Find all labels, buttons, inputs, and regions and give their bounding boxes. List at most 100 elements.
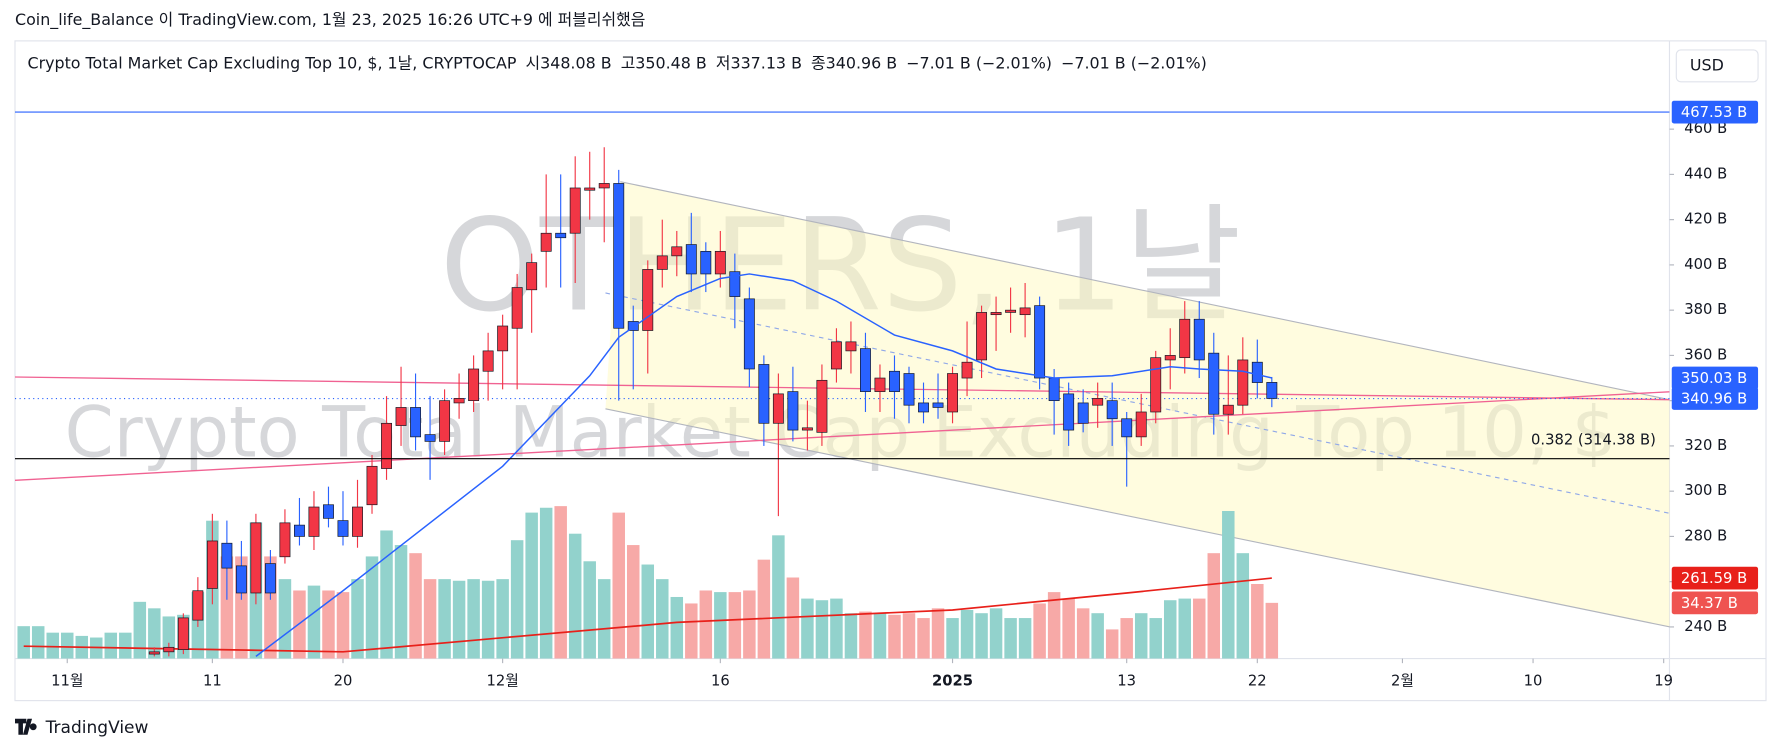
channel-lower bbox=[605, 408, 1670, 628]
volume-bar bbox=[510, 540, 524, 659]
volume-bar bbox=[597, 579, 611, 659]
candle-body bbox=[787, 391, 799, 431]
volume-bar bbox=[438, 579, 451, 659]
volume-bar bbox=[641, 564, 655, 659]
volume-bar bbox=[859, 611, 872, 659]
candle-body bbox=[947, 373, 958, 413]
candle-body bbox=[308, 506, 320, 537]
volume-bar bbox=[583, 561, 596, 659]
candle-body bbox=[903, 373, 915, 406]
volume-bar bbox=[801, 598, 814, 659]
x-tick-label: 12월 bbox=[486, 672, 518, 689]
volume-bar bbox=[104, 632, 118, 659]
volume-bar bbox=[1105, 629, 1119, 659]
candle-body bbox=[772, 393, 784, 424]
volume-bar bbox=[554, 506, 567, 659]
volume-bar bbox=[1163, 600, 1177, 659]
candle-body bbox=[598, 183, 610, 189]
y-tick-label: 360 B bbox=[1684, 346, 1727, 363]
volume-bar bbox=[830, 598, 843, 659]
candle-body bbox=[1019, 307, 1031, 316]
candle-body bbox=[482, 350, 494, 372]
candle-body bbox=[642, 269, 654, 331]
candle-body bbox=[1077, 402, 1089, 424]
fib-label: 0.382 (314.38 B) bbox=[1531, 431, 1656, 448]
volume-bar bbox=[975, 613, 988, 659]
ohlc-value: 시348.08 B bbox=[526, 53, 612, 72]
candle-body bbox=[1193, 318, 1205, 361]
candle-body bbox=[613, 183, 625, 329]
ma-line bbox=[255, 273, 1272, 657]
candle-body bbox=[1164, 355, 1176, 361]
candle-body bbox=[1092, 398, 1104, 406]
volume-bar bbox=[336, 592, 350, 659]
x-tick-label: 22 bbox=[1248, 672, 1267, 689]
x-tick-label: 10 bbox=[1524, 672, 1543, 689]
volume-bar bbox=[786, 577, 800, 659]
volume-bar bbox=[1076, 608, 1090, 659]
volume-bar bbox=[60, 632, 74, 659]
currency-button[interactable] bbox=[1675, 49, 1759, 83]
volume-bar bbox=[815, 600, 829, 659]
candle-body bbox=[845, 341, 857, 352]
candle-body bbox=[468, 368, 480, 402]
y-tick-label: 300 B bbox=[1684, 482, 1727, 499]
volume-bar bbox=[380, 530, 393, 659]
candle-body bbox=[1048, 377, 1060, 402]
legend: Crypto Total Market Cap Excluding Top 10… bbox=[27, 53, 1206, 72]
ma-line bbox=[23, 577, 1272, 653]
candle-body bbox=[1251, 361, 1263, 383]
candle-body bbox=[497, 325, 509, 352]
candle-body bbox=[627, 321, 639, 331]
currency-label: USD bbox=[1690, 55, 1724, 74]
candle-body bbox=[352, 506, 363, 537]
ohlc-value: 종340.96 B bbox=[811, 53, 897, 72]
volume-bar bbox=[220, 556, 234, 659]
volume-bar bbox=[423, 579, 437, 659]
candle-body bbox=[424, 434, 436, 442]
candle-body bbox=[743, 298, 755, 370]
logo-mark bbox=[14, 718, 37, 735]
channel-upper bbox=[620, 181, 1670, 401]
volume-bar bbox=[307, 585, 321, 659]
candle-body bbox=[1063, 393, 1075, 431]
y-tick-label: 400 B bbox=[1684, 256, 1727, 273]
volume-bar bbox=[525, 512, 538, 659]
volume-bar bbox=[1222, 510, 1235, 659]
x-tick-label: 2월 bbox=[1391, 672, 1414, 689]
volume-bar bbox=[1265, 602, 1279, 659]
price-badge-label: 340.96 B bbox=[1681, 391, 1747, 408]
y-tick-label: 460 B bbox=[1684, 120, 1727, 137]
candle-body bbox=[279, 522, 291, 558]
x-tick-label: 16 bbox=[711, 672, 730, 689]
x-tick-label: 13 bbox=[1117, 672, 1136, 689]
volume-bar bbox=[627, 545, 640, 659]
volume-bar bbox=[1251, 583, 1264, 659]
candle-body bbox=[976, 312, 988, 361]
volume-bar bbox=[772, 535, 785, 659]
volume-bar bbox=[1033, 603, 1046, 659]
volume-bar bbox=[322, 590, 335, 659]
volume-bar bbox=[670, 596, 684, 659]
candle-body bbox=[874, 377, 886, 392]
candle-body bbox=[830, 341, 842, 370]
volume-bar bbox=[1062, 598, 1075, 659]
ohlc-value: −7.01 B (−2.01%) bbox=[906, 53, 1052, 72]
candle-body bbox=[961, 361, 973, 379]
volume-bar bbox=[844, 613, 858, 659]
volume-bar bbox=[1193, 598, 1206, 659]
volume-bar bbox=[568, 533, 582, 659]
volume-bar bbox=[931, 608, 945, 659]
y-tick-label: 240 B bbox=[1684, 618, 1727, 635]
volume-bar bbox=[989, 608, 1003, 659]
volume-bar bbox=[685, 603, 698, 659]
channel-fill bbox=[605, 181, 1670, 627]
candle-body bbox=[569, 187, 581, 234]
x-tick-label: 19 bbox=[1654, 672, 1673, 689]
price-badge-label: 261.59 B bbox=[1681, 570, 1747, 587]
candle-body bbox=[453, 398, 465, 404]
candle-body bbox=[264, 563, 276, 594]
candle-body bbox=[526, 262, 538, 291]
